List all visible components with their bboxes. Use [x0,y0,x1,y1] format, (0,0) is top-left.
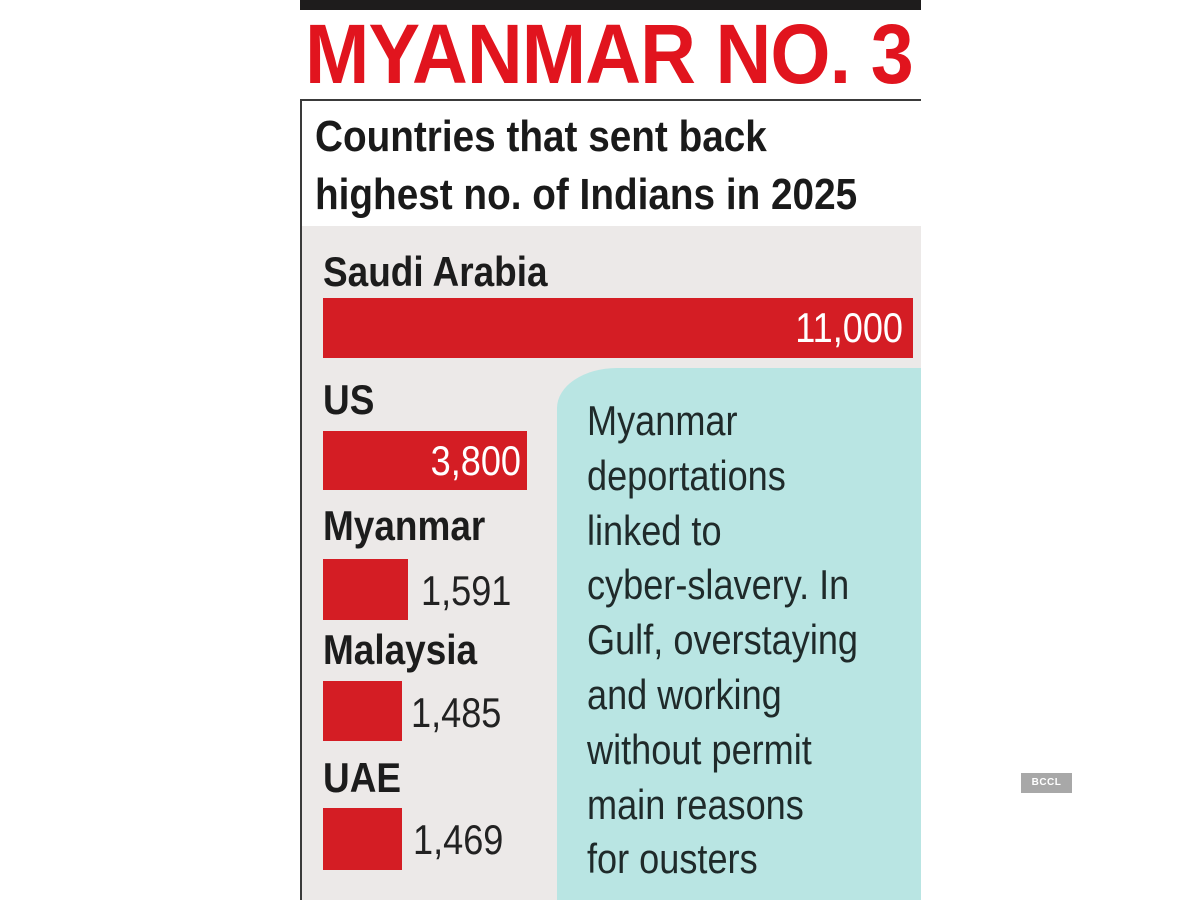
subtitle-line-2: highest no. of Indians in 2025 [315,170,858,219]
top-rule [300,0,921,10]
bar-saudi-arabia [323,298,913,358]
bar-uae [323,808,402,870]
note-line: cyber-slavery. In [587,561,850,609]
value-malaysia: 1,485 [411,689,502,736]
chart-subtitle: Countries that sent back highest no. of … [315,108,858,224]
note-line: without permit [587,725,812,773]
value-us: 3,800 [430,437,521,484]
bar-malaysia [323,681,402,741]
note-line: main reasons [587,780,804,828]
value-uae: 1,469 [413,816,504,863]
country-label-uae: UAE [323,754,402,801]
note-line: linked to [587,506,722,554]
note-line: Gulf, overstaying [587,616,859,664]
headline: MYANMAR NO. 3 [305,7,914,101]
bar-us [323,431,527,490]
subtitle-line-1: Countries that sent back [315,112,767,161]
note-line: for ousters [587,835,758,883]
bar-myanmar [323,559,408,620]
value-saudi-arabia: 11,000 [795,304,903,351]
bccl-watermark: BCCL [1021,773,1072,793]
note-background [557,368,921,900]
country-label-myanmar: Myanmar [323,502,486,549]
note-line: deportations [587,451,786,499]
value-myanmar: 1,591 [421,567,512,614]
note-line: Myanmar [587,397,738,444]
country-label-malaysia: Malaysia [323,626,478,673]
annotation-note: Myanmar deportations linked to cyber-sla… [587,394,871,887]
country-label-saudi-arabia: Saudi Arabia [323,248,548,295]
note-line: and working [587,670,782,718]
country-label-us: US [323,376,375,423]
